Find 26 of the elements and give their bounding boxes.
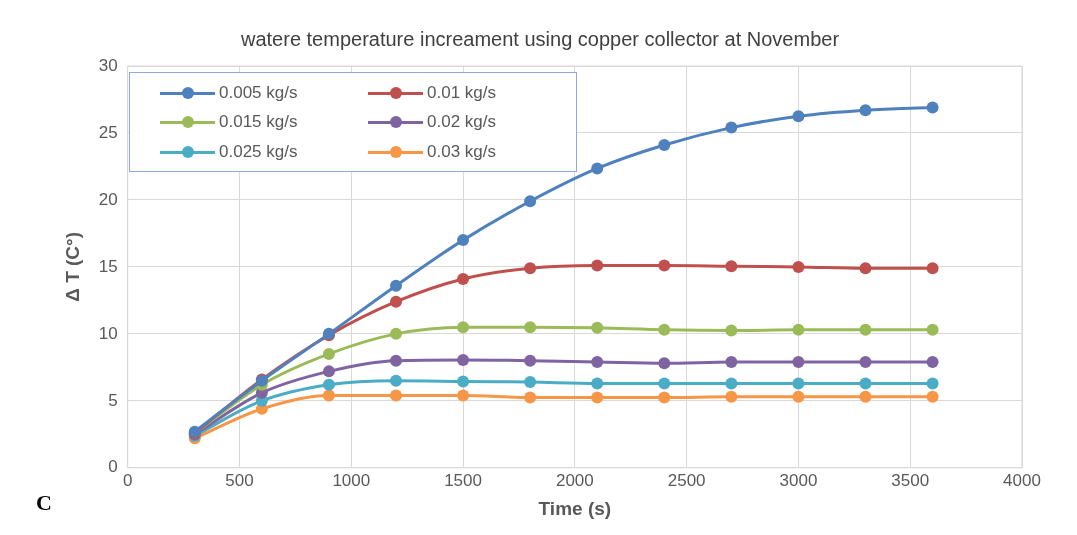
- y-tick-label: 5: [108, 390, 118, 410]
- y-tick-label: 10: [98, 323, 118, 343]
- x-tick-label: 3000: [779, 470, 818, 490]
- legend-label: 0.015 kg/s: [219, 112, 298, 132]
- x-tick-label: 0: [122, 470, 133, 490]
- y-tick-label: 25: [98, 122, 118, 142]
- y-tick-label: 30: [98, 55, 118, 75]
- y-tick-label: 0: [108, 457, 118, 477]
- x-tick-label: 2000: [555, 470, 594, 490]
- legend-label: 0.02 kg/s: [427, 112, 496, 132]
- text: C: [36, 490, 52, 516]
- legend-label: 0.005 kg/s: [219, 82, 298, 103]
- x-axis-title: Time (s): [538, 497, 612, 519]
- x-tick-label: 500: [225, 470, 254, 490]
- x-tick-label: 4000: [1003, 470, 1041, 490]
- x-tick-label: 2500: [667, 470, 706, 490]
- legend-label: 0.025 kg/s: [219, 141, 298, 162]
- legend-label: 0.03 kg/s: [427, 141, 496, 162]
- y-tick-label: 20: [98, 189, 118, 209]
- legend-label: 0.01 kg/s: [427, 82, 496, 103]
- y-axis-title: Δ T (C°): [61, 232, 83, 302]
- y-tick-label: 15: [98, 256, 118, 276]
- x-tick-label: 1000: [332, 470, 371, 490]
- x-tick-label: 3500: [891, 470, 930, 490]
- chart-title: watere temperature increament using copper collector at November: [239, 27, 840, 50]
- x-tick-label: 1500: [444, 470, 482, 490]
